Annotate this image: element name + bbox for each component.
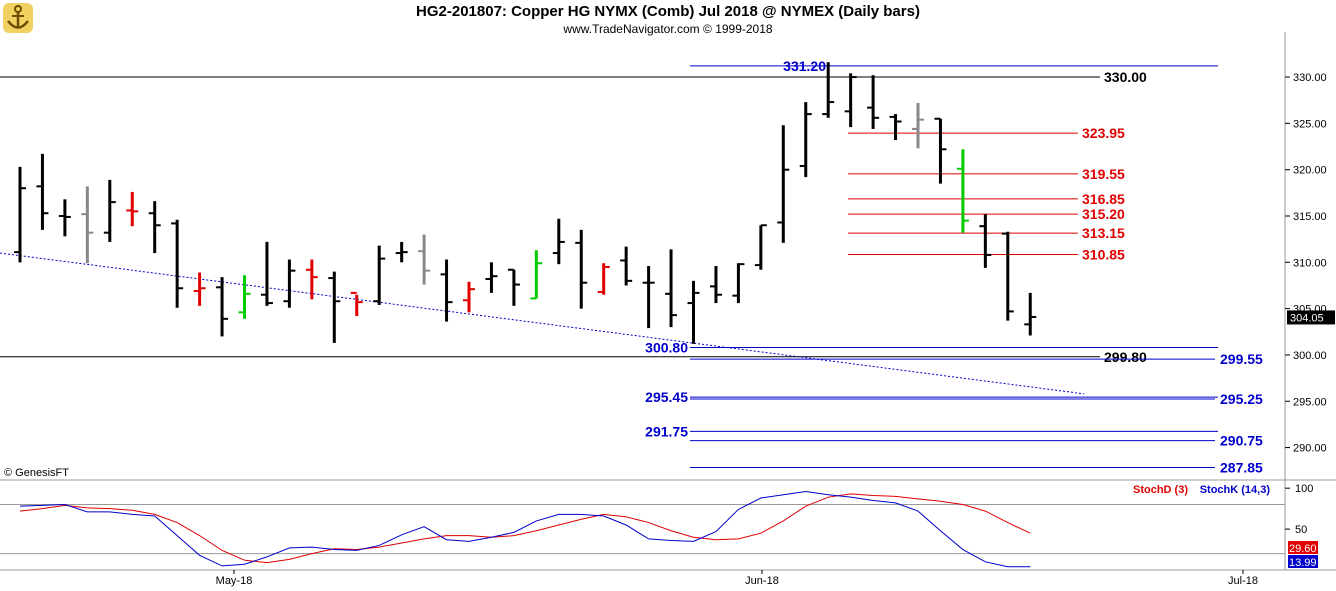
level-label-300.80: 300.80 xyxy=(645,340,688,356)
chart-title: HG2-201807: Copper HG NYMX (Comb) Jul 20… xyxy=(416,3,920,20)
stoch-value-box xyxy=(1288,555,1318,568)
ohlc-bar xyxy=(328,271,341,343)
ohlc-bar xyxy=(148,201,161,254)
x-tick-label: May-18 xyxy=(216,575,253,587)
level-label-330.00: 330.00 xyxy=(1104,69,1147,85)
last-price-box xyxy=(1287,310,1335,325)
ohlc-bar xyxy=(193,272,206,306)
ohlc-bar xyxy=(575,229,588,309)
ohlc-bar xyxy=(979,214,992,268)
stoch-d-legend: StochD (3) xyxy=(1133,484,1188,496)
stoch-value-label: 13.99 xyxy=(1289,557,1317,569)
ohlc-bar xyxy=(552,218,565,265)
ohlc-bar xyxy=(58,199,71,237)
ohlc-bar xyxy=(956,149,969,233)
ohlc-bar xyxy=(350,291,363,317)
ohlc-bar xyxy=(81,186,94,264)
y-tick-label: 290.00 xyxy=(1293,443,1327,455)
genesis-credit: © GenesisFT xyxy=(4,467,69,479)
ohlc-bar xyxy=(597,263,610,295)
y-tick-label: 330.00 xyxy=(1293,72,1327,84)
trendline xyxy=(0,252,1084,395)
y-tick-label: 310.00 xyxy=(1293,257,1327,269)
ohlc-bar xyxy=(709,266,722,304)
ohlc-bar xyxy=(126,191,139,227)
ohlc-bar xyxy=(732,263,745,304)
ohlc-bar xyxy=(530,250,543,300)
ohlc-bar xyxy=(867,75,880,129)
y-tick-label: 325.00 xyxy=(1293,118,1327,130)
ohlc-bar xyxy=(754,224,767,270)
ohlc-bar xyxy=(238,275,251,319)
stoch-series-line xyxy=(19,490,1031,568)
level-label-331.20: 331.20 xyxy=(783,58,826,74)
ohlc-bar xyxy=(642,266,655,329)
level-label-295.45: 295.45 xyxy=(645,389,688,405)
last-price-label: 304.05 xyxy=(1290,312,1324,324)
ohlc-bar xyxy=(373,245,386,305)
ohlc-bar xyxy=(14,166,26,263)
level-label-310.85: 310.85 xyxy=(1082,246,1125,262)
ohlc-bar xyxy=(777,125,790,243)
ohlc-bar xyxy=(844,73,857,128)
stoch-value-box xyxy=(1288,541,1318,554)
x-tick-label: Jun-18 xyxy=(745,575,779,587)
ohlc-bar xyxy=(485,262,498,293)
level-label-323.95: 323.95 xyxy=(1082,125,1125,141)
ohlc-bar xyxy=(934,117,947,184)
stoch-value-label: 29.60 xyxy=(1289,543,1317,555)
y-tick-label: 315.00 xyxy=(1293,211,1327,223)
ohlc-bar xyxy=(463,281,475,313)
level-label-287.85: 287.85 xyxy=(1220,459,1263,475)
anchor-logo-icon xyxy=(2,2,34,34)
level-label-299.55: 299.55 xyxy=(1220,351,1263,367)
stoch-series-line xyxy=(19,493,1031,564)
level-label-316.85: 316.85 xyxy=(1082,191,1125,207)
ohlc-bar xyxy=(889,114,902,141)
ohlc-bar xyxy=(1024,292,1037,336)
ohlc-bar xyxy=(440,259,453,322)
y-tick-label: 300.00 xyxy=(1293,350,1327,362)
ohlc-bar xyxy=(822,62,835,118)
ohlc-bar xyxy=(620,246,633,286)
stoch-k-legend: StochK (14,3) xyxy=(1200,484,1271,496)
x-tick-label: Jul-18 xyxy=(1228,575,1258,587)
ohlc-bar xyxy=(305,259,318,300)
level-label-291.75: 291.75 xyxy=(645,423,688,439)
level-label-319.55: 319.55 xyxy=(1082,166,1125,182)
level-label-315.20: 315.20 xyxy=(1082,206,1125,222)
ohlc-bar xyxy=(507,268,520,306)
ohlc-bar xyxy=(418,234,431,285)
level-label-313.15: 313.15 xyxy=(1082,225,1125,241)
ohlc-bar xyxy=(687,280,700,344)
ohlc-bar xyxy=(260,241,273,306)
level-label-295.25: 295.25 xyxy=(1220,391,1263,407)
ohlc-bar xyxy=(103,179,116,242)
ohlc-bar xyxy=(36,153,49,230)
level-label-299.80: 299.80 xyxy=(1104,349,1147,365)
stoch-y-tick-label: 100 xyxy=(1295,483,1313,495)
y-tick-label: 295.00 xyxy=(1293,396,1327,408)
ohlc-bar xyxy=(665,249,678,328)
level-label-290.75: 290.75 xyxy=(1220,433,1263,449)
ohlc-bar xyxy=(171,219,184,308)
ohlc-bar xyxy=(799,102,812,178)
stoch-y-tick-label: 50 xyxy=(1295,524,1307,536)
y-tick-label: 320.00 xyxy=(1293,165,1327,177)
ohlc-bar xyxy=(283,259,296,308)
ohlc-bar xyxy=(1001,231,1014,321)
ohlc-bar xyxy=(912,102,924,149)
ohlc-bar xyxy=(216,277,229,337)
copyright-text: www.TradeNavigator.com © 1999-2018 xyxy=(563,22,773,36)
ohlc-bar xyxy=(395,241,408,263)
